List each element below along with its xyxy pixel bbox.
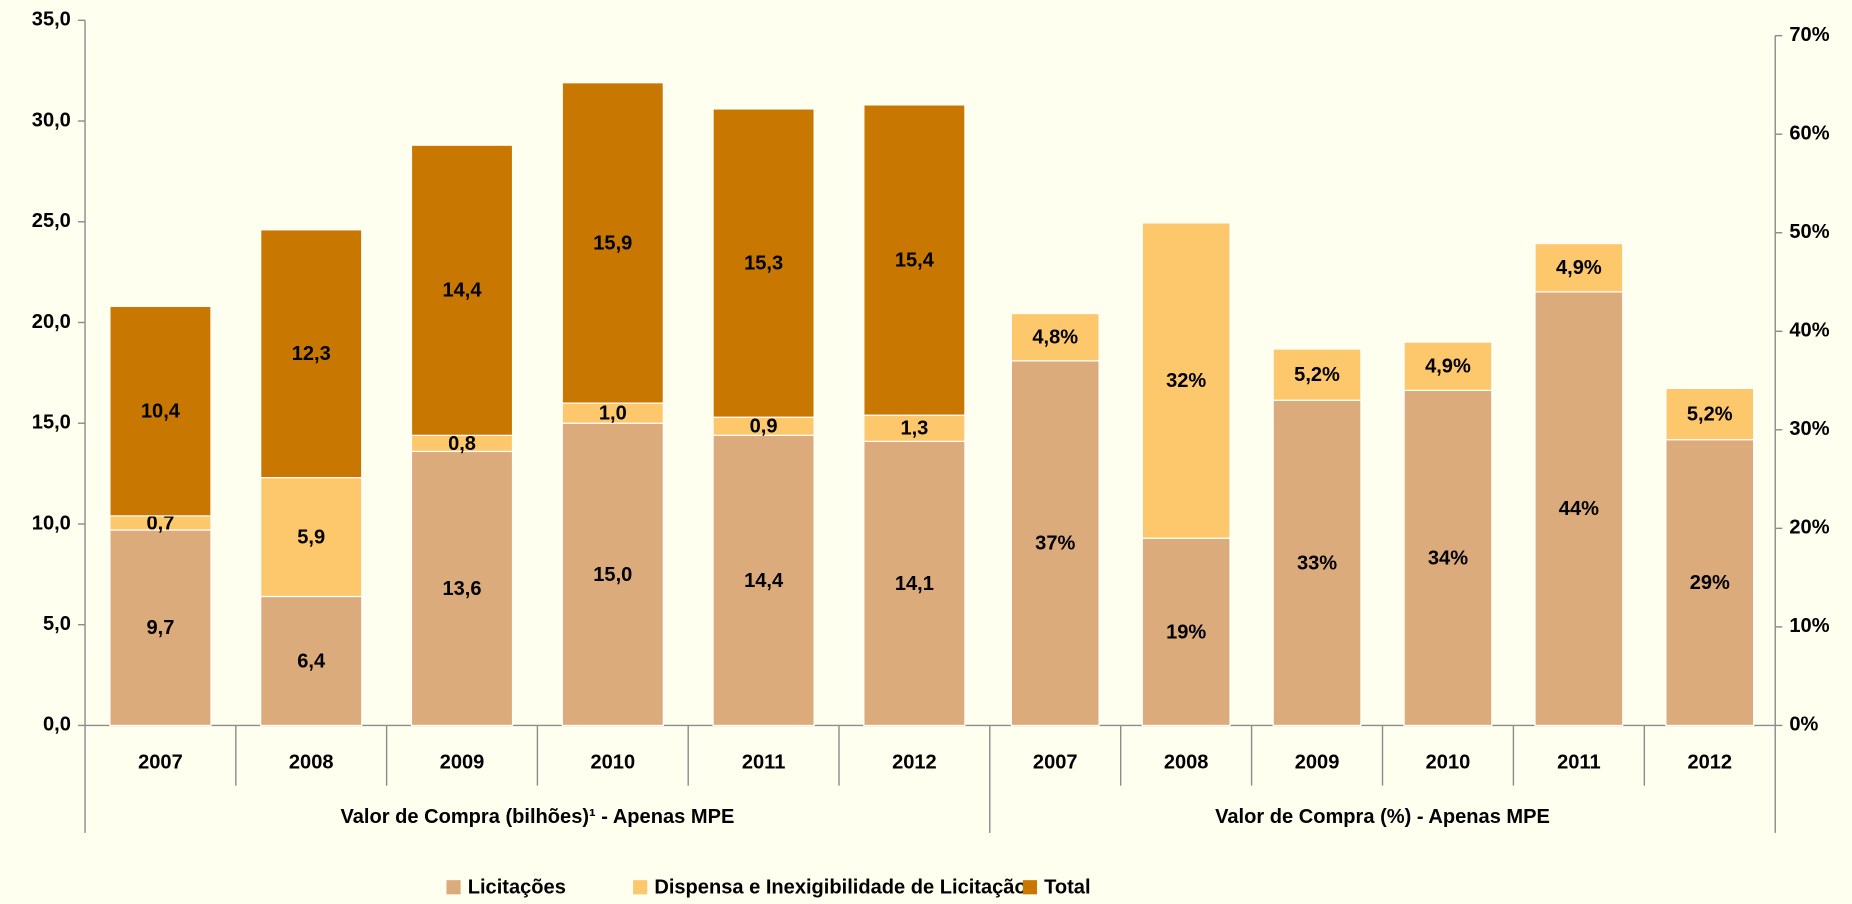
y-tick-label: 0,0 [43,714,71,736]
data-label: 5,2% [1294,364,1340,386]
legend-label: Licitações [468,877,566,899]
x-tick-label: 2010 [590,752,635,774]
y2-tick-label: 50% [1789,221,1829,243]
bar-segment [1403,341,1493,391]
y2-tick-label: 40% [1789,320,1829,342]
bar-segment [260,595,363,727]
bar-segment [863,440,966,727]
bar-segment [1665,439,1755,727]
data-label: 0,7 [146,512,174,534]
data-label: 33% [1297,552,1337,574]
bar-segment [1010,312,1100,362]
x-tick-label: 2009 [440,752,485,774]
data-label: 14,4 [442,280,482,302]
data-label: 4,9% [1425,356,1471,378]
bar-segment [410,450,514,727]
bar-segment [1403,389,1493,727]
data-label: 0,8 [448,433,476,455]
bar-segment [712,108,815,418]
group-label: Valor de Compra (bilhões)¹ - Apenas MPE [340,806,734,828]
y2-tick-label: 10% [1789,615,1829,637]
x-tick-label: 2011 [742,752,786,774]
bar-segment [1141,222,1231,539]
y-tick-label: 30,0 [32,109,71,131]
data-label: 34% [1428,547,1468,569]
y-tick-label: 10,0 [32,512,71,534]
data-label: 14,4 [744,570,784,592]
data-label: 9,7 [146,617,174,639]
legend-swatch [1022,880,1038,895]
bar-segment [712,434,815,727]
bar-segment [863,414,966,442]
x-tick-label: 2012 [892,752,937,774]
y2-tick-label: 20% [1789,517,1829,539]
y2-tick-label: 60% [1789,122,1829,144]
x-tick-label: 2010 [1426,752,1471,774]
data-label: 10,4 [141,401,181,423]
bar-segment [1665,387,1755,441]
data-label: 15,4 [895,250,935,272]
data-label: 13,6 [442,578,481,600]
legend-label: Dispensa e Inexigibilidade de Licitação [654,877,1026,899]
data-label: 15,3 [744,253,783,275]
legend-swatch [633,880,648,895]
y-tick-label: 5,0 [43,613,71,635]
data-label: 15,9 [593,232,632,254]
bar-segment [561,422,664,727]
data-label: 37% [1035,533,1075,555]
y-tick-label: 20,0 [32,311,71,333]
data-label: 0,9 [750,416,778,438]
bar-segment [1272,399,1362,727]
data-label: 5,2% [1687,404,1733,426]
data-label: 32% [1166,370,1206,392]
y2-tick-label: 70% [1789,24,1829,46]
y-tick-label: 15,0 [32,412,71,434]
data-label: 19% [1166,621,1206,643]
data-label: 1,0 [599,403,627,425]
y-tick-label: 25,0 [32,210,71,232]
x-tick-label: 2007 [138,752,183,774]
data-label: 44% [1559,498,1599,520]
bar-segment [1534,291,1624,727]
data-label: 12,3 [292,343,331,365]
bar-segment [109,529,212,727]
x-tick-label: 2009 [1295,752,1340,774]
data-label: 5,9 [297,527,325,549]
bar-segment [561,82,664,404]
y2-tick-label: 30% [1789,418,1829,440]
y-tick-label: 35,0 [32,9,71,31]
group-label: Valor de Compra (%) - Apenas MPE [1215,806,1550,828]
bar-segment [109,305,212,517]
x-tick-label: 2011 [1557,752,1601,774]
data-label: 14,1 [895,573,934,595]
bar-segment [410,144,514,436]
data-label: 6,4 [297,650,326,672]
bar-segment [260,229,363,479]
bar-segment [863,104,966,416]
x-tick-label: 2007 [1033,752,1078,774]
legend-swatch [446,880,461,895]
data-label: 4,9% [1556,257,1602,279]
data-label: 1,3 [900,418,928,440]
data-label: 29% [1690,572,1730,594]
data-label: 4,8% [1032,327,1078,349]
bar-segment [1010,360,1100,727]
bar-segment [1534,242,1624,293]
x-tick-label: 2008 [289,752,334,774]
legend-label: Total [1044,877,1090,899]
bar-segment [1141,537,1231,727]
x-tick-label: 2008 [1164,752,1209,774]
data-label: 15,0 [593,564,632,586]
y2-tick-label: 0% [1789,714,1818,736]
bar-segment [260,477,363,598]
bar-segment [1272,348,1362,401]
x-tick-label: 2012 [1687,752,1732,774]
